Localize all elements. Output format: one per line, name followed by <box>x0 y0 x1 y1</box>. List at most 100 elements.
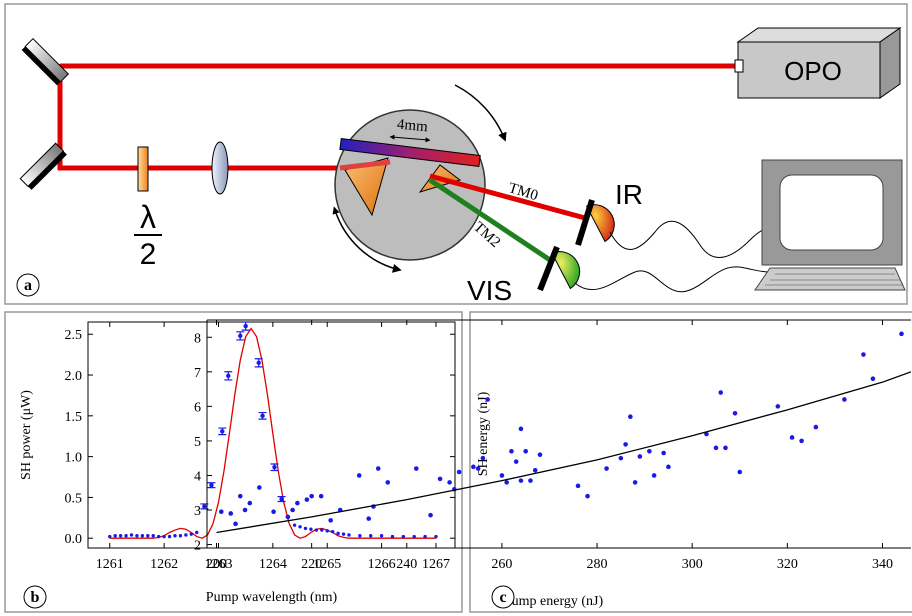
data-point <box>737 469 743 475</box>
data-point <box>523 448 529 454</box>
waveplate-symbol: λ <box>140 199 156 235</box>
fit-line <box>216 371 911 534</box>
data-point <box>471 464 476 470</box>
panel-label-circle <box>491 585 515 609</box>
data-point <box>485 397 490 402</box>
data-point <box>789 435 795 440</box>
data-point <box>366 516 372 521</box>
data-point <box>209 482 214 488</box>
data-point <box>637 454 643 459</box>
data-point <box>732 410 738 416</box>
y-tick-label: 2 <box>194 539 201 554</box>
ir-beam <box>429 173 586 221</box>
data-point <box>257 485 262 490</box>
x-tick-label: 200 <box>206 557 227 572</box>
panel-a: OPO λ 2 4mm TM0 TM2 IR VIS a <box>4 3 908 306</box>
data-point <box>861 352 866 357</box>
y-tick-label: 7 <box>194 366 201 381</box>
data-point <box>285 514 291 520</box>
y-axis-label: SH power (μW) <box>19 390 34 480</box>
data-point <box>129 533 134 537</box>
data-point <box>480 455 486 461</box>
data-point <box>151 534 155 538</box>
x-tick-label: 320 <box>777 557 798 572</box>
data-point <box>358 534 362 538</box>
data-point <box>585 493 590 499</box>
data-point <box>504 480 509 485</box>
chart: 200 220 240 260 280 300 320 340 2 3 4 5 6 7 8 Pump ener… <box>194 319 911 609</box>
x-tick-label: 300 <box>682 557 703 572</box>
x-axis-label: Pump energy (nJ) <box>504 594 604 609</box>
data-point <box>108 534 112 539</box>
data-point <box>718 390 724 395</box>
rotation-arrow <box>332 206 402 273</box>
data-point <box>518 478 524 483</box>
data-point <box>279 496 284 502</box>
data-point <box>661 450 666 456</box>
data-point <box>243 323 248 329</box>
y-tick-label: 4 <box>194 469 201 484</box>
data-point <box>226 373 231 379</box>
panel-label: c <box>499 589 506 606</box>
data-point <box>228 511 234 516</box>
data-point <box>356 473 362 478</box>
data-point <box>437 476 443 482</box>
data-point <box>401 534 406 539</box>
data-point <box>195 530 199 535</box>
x-tick-label: 280 <box>587 557 608 572</box>
data-point <box>575 483 581 489</box>
panel-border <box>4 311 463 613</box>
data-point <box>156 534 161 539</box>
data-point <box>309 493 314 499</box>
data-point <box>390 534 395 539</box>
x-tick-label: 1266 <box>368 557 396 572</box>
data-point <box>347 533 351 537</box>
panel-label-circle <box>16 273 40 297</box>
data-point <box>320 528 324 532</box>
data-point <box>813 424 819 430</box>
data-point <box>330 529 335 534</box>
data-point <box>475 466 481 471</box>
waveplate <box>137 146 149 192</box>
data-point <box>298 525 302 529</box>
panel-label: a <box>24 277 32 294</box>
data-point <box>202 504 207 509</box>
data-point <box>623 442 628 447</box>
data-point <box>532 467 538 473</box>
mirror <box>21 37 70 86</box>
data-point <box>256 360 261 365</box>
data-point <box>242 507 248 513</box>
data-point <box>238 333 243 339</box>
data-point <box>666 464 671 470</box>
data-point <box>870 376 876 382</box>
data-point <box>713 445 719 451</box>
x-tick-label: 240 <box>396 557 417 572</box>
data-point <box>385 480 391 485</box>
x-tick-label: 1267 <box>422 557 450 572</box>
y-tick-label: 8 <box>194 331 201 346</box>
data-point <box>146 534 150 538</box>
x-axis-label: Pump wavelength (nm) <box>206 590 338 605</box>
y-tick-label: 0.0 <box>65 532 83 547</box>
data-point <box>499 473 505 478</box>
data-point <box>513 459 519 464</box>
data-point <box>518 426 524 432</box>
data-point <box>447 480 452 485</box>
data-point <box>314 528 319 532</box>
data-point <box>178 534 183 538</box>
data-point <box>135 534 139 538</box>
data-point <box>704 431 709 437</box>
y-tick-label: 0.5 <box>65 491 83 506</box>
data-point <box>295 500 300 506</box>
data-point <box>341 532 346 536</box>
plot-frame <box>87 321 456 549</box>
y-tick-label: 6 <box>194 400 201 415</box>
y-tick-label: 2.0 <box>65 369 83 384</box>
data-point <box>537 452 543 458</box>
x-tick-label: 1262 <box>150 557 178 572</box>
x-tick-label: 1263 <box>204 557 232 572</box>
x-tick-label: 220 <box>301 557 322 572</box>
opo-label: OPO <box>784 56 842 86</box>
data-point <box>233 521 238 527</box>
data-point <box>899 331 904 337</box>
